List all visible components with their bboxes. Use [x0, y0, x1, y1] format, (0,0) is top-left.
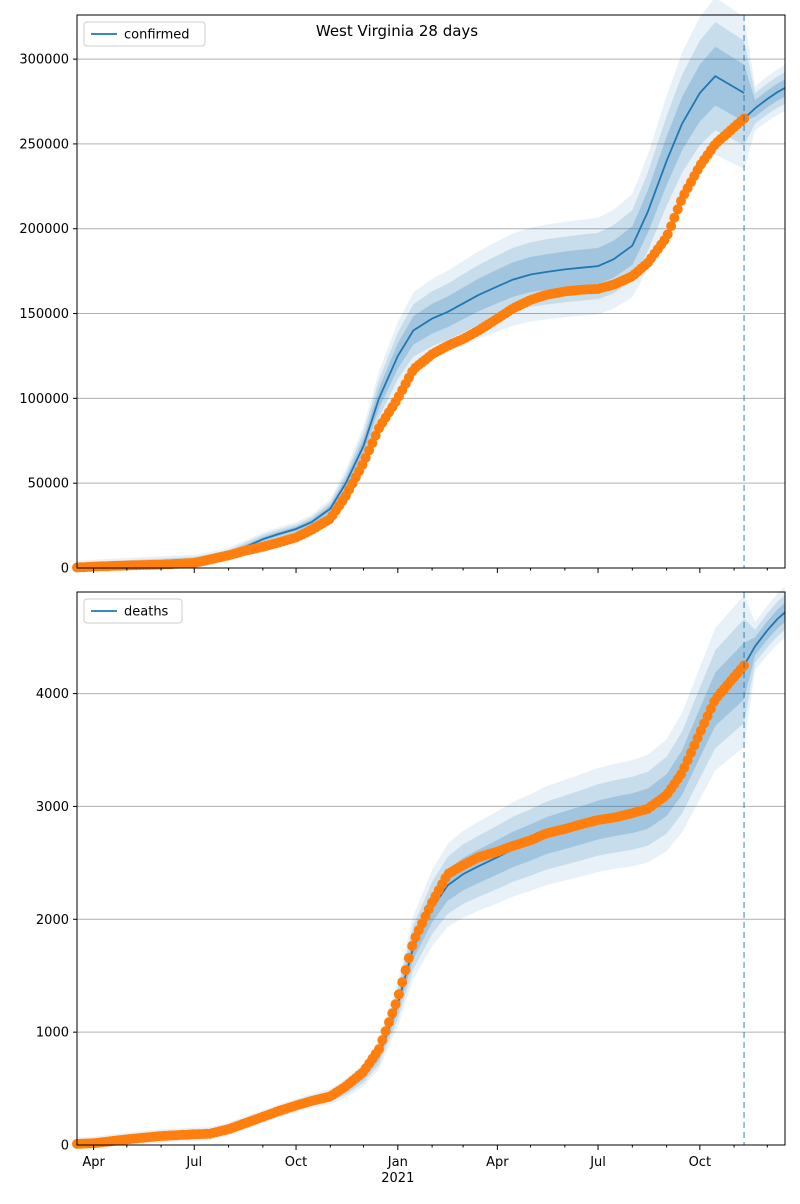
y-tick-label: 250000 — [19, 137, 69, 152]
y-tick-label: 0 — [61, 1139, 69, 1154]
observed-point — [377, 1035, 388, 1046]
observed-point — [662, 229, 673, 240]
uncertainty-band — [77, 0, 785, 568]
y-tick-label: 0 — [61, 562, 69, 577]
observed-point — [384, 1017, 394, 1028]
y-tick-label: 50000 — [28, 477, 69, 492]
axes-frame — [76, 591, 786, 1146]
deaths-panel: 0 1000 2000 3000 4000 deaths Apr Jul Oct Jan Apr Ju… — [36, 586, 786, 1186]
confirmed-panel: 0 50000 100000 150000 200000 250000 300000 conf… — [19, 0, 786, 577]
legend: deaths — [83, 598, 183, 624]
y-tick-label: 2000 — [36, 913, 69, 928]
y-tick-label: 200000 — [19, 222, 69, 237]
observed-point — [403, 953, 414, 963]
uncertainty-band — [77, 46, 785, 569]
observed-point — [393, 989, 404, 1000]
x-tick-label: Jul — [185, 1155, 202, 1170]
axes-frame — [76, 14, 786, 569]
x-tick-label: Jul — [589, 1155, 606, 1170]
y-tick-label: 150000 — [19, 307, 69, 322]
observed-point — [672, 204, 683, 215]
observed-point — [387, 1008, 398, 1019]
observed-point — [374, 1044, 384, 1055]
observed-point — [397, 977, 408, 988]
observed-point — [669, 212, 680, 223]
legend-label: deaths — [124, 605, 169, 620]
y-tick-label: 4000 — [36, 687, 69, 702]
observed-point — [407, 940, 418, 951]
y-tick-label: 300000 — [19, 53, 69, 68]
observed-point — [360, 452, 371, 463]
x-tick-label: Oct — [285, 1155, 307, 1170]
x-tick-label: Apr — [486, 1155, 509, 1170]
y-tick-label: 1000 — [36, 1026, 69, 1041]
observed-point — [367, 438, 378, 448]
observed-point — [390, 999, 401, 1010]
observed-point — [400, 965, 411, 976]
observed-point — [666, 221, 677, 232]
x-tick-label: Apr — [82, 1155, 105, 1170]
uncertainty-band — [77, 586, 785, 1145]
legend: confirmed — [83, 21, 206, 47]
forecast-line — [743, 611, 786, 666]
forecast-line — [743, 87, 786, 120]
y-tick-label: 100000 — [19, 392, 69, 407]
legend-label: confirmed — [124, 28, 190, 43]
y-tick-label: 3000 — [36, 800, 69, 815]
legend-box — [83, 21, 206, 47]
chart-title: West Virginia 28 days — [316, 22, 478, 40]
legend-box — [83, 598, 183, 624]
uncertainty-band — [77, 22, 785, 568]
x-tick-label: Jan — [387, 1155, 408, 1170]
x-year-label: 2021 — [381, 1171, 414, 1186]
x-tick-label: Oct — [689, 1155, 711, 1170]
observed-point — [380, 1026, 391, 1037]
